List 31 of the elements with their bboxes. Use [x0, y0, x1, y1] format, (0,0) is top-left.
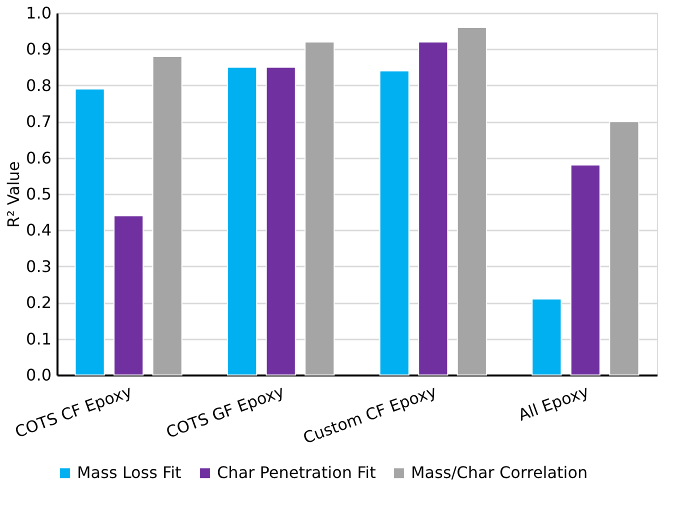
- x-tick-label: COTS GF Epoxy: [164, 382, 287, 442]
- bar: [609, 121, 640, 376]
- bar: [266, 66, 296, 376]
- y-tick-label: 0.4: [26, 220, 52, 240]
- x-tick-label: Custom CF Epoxy: [300, 382, 439, 448]
- bar: [532, 298, 562, 376]
- legend-label: Mass Loss Fit: [77, 463, 182, 482]
- y-tick-label: 0.7: [26, 112, 52, 132]
- x-tick-label: COTS CF Epoxy: [12, 382, 134, 442]
- bar: [74, 88, 105, 376]
- y-tick-label: 1.0: [26, 4, 52, 22]
- y-tick-label: 0.2: [26, 293, 52, 312]
- y-tick-label: 0.5: [26, 184, 52, 204]
- y-tick-label: 0.8: [26, 76, 52, 95]
- bar: [456, 26, 487, 376]
- legend-label: Char Penetration Fit: [217, 463, 376, 482]
- bar: [152, 56, 182, 376]
- y-tick-label: 0.9: [26, 40, 52, 59]
- bar: [379, 70, 410, 376]
- y-tick-label: 0.3: [26, 256, 52, 276]
- bar: [114, 215, 144, 376]
- bar: [227, 66, 258, 376]
- bar: [570, 164, 600, 376]
- bar: [418, 41, 448, 376]
- y-tick-label: 0.6: [26, 148, 52, 168]
- legend-label: Mass/Char Correlation: [411, 463, 588, 482]
- y-tick-label: 0.0: [26, 366, 52, 384]
- bar: [304, 41, 335, 376]
- x-tick-label: All Epoxy: [516, 382, 592, 425]
- y-axis-title: R² Value: [4, 161, 24, 228]
- y-tick-label: 0.1: [26, 329, 52, 348]
